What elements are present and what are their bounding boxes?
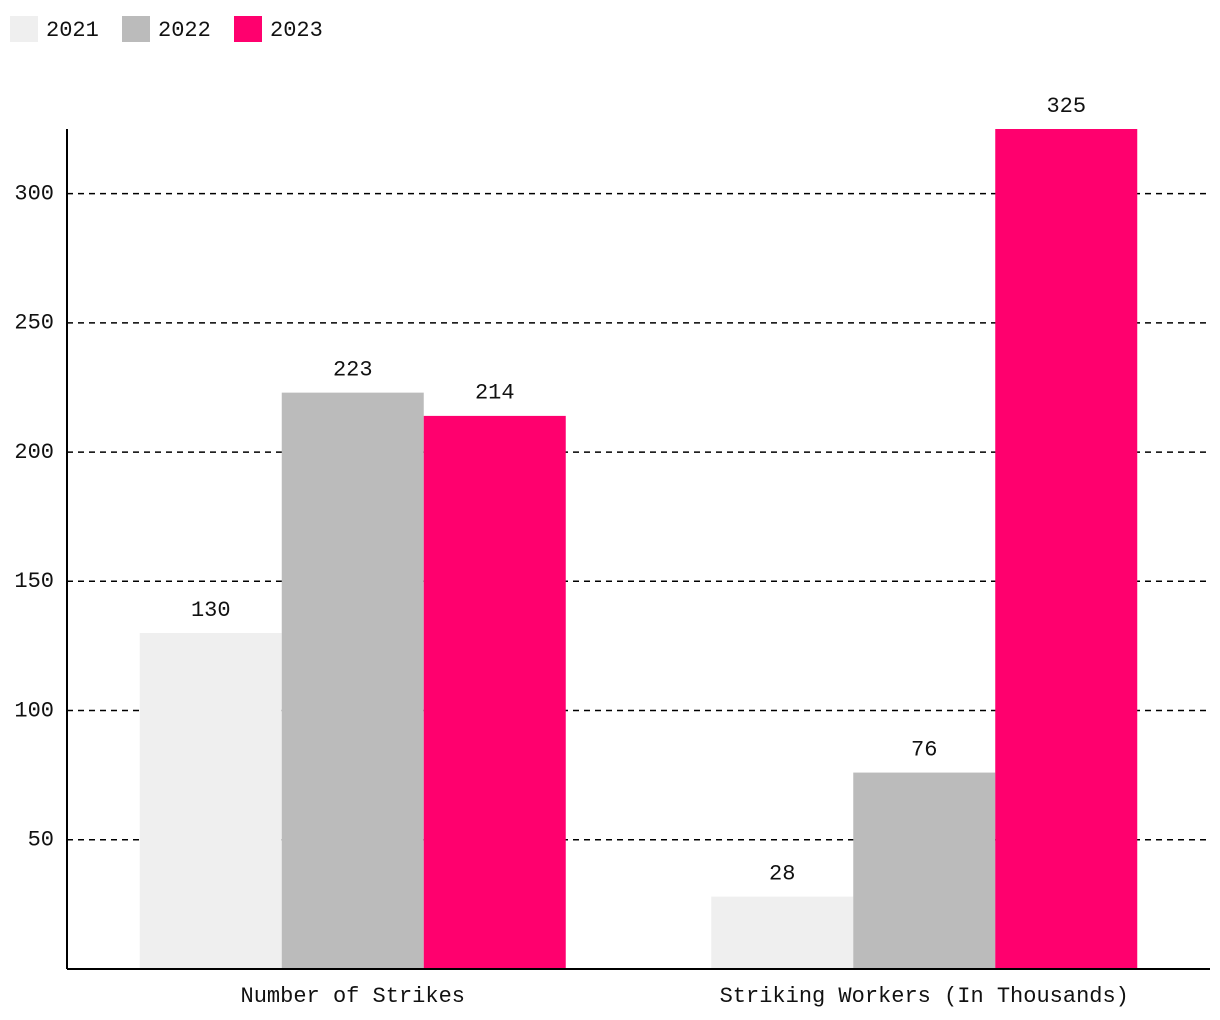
legend-label: 2021 [46, 18, 99, 43]
y-tick-label: 50 [28, 828, 54, 853]
legend-swatch [234, 16, 262, 42]
legend-label: 2022 [158, 18, 211, 43]
bar [995, 129, 1138, 969]
value-label: 325 [1046, 94, 1086, 119]
value-label: 28 [769, 861, 795, 886]
bar [281, 392, 424, 970]
x-tick-label: Striking Workers (In Thousands) [720, 984, 1129, 1009]
legend-swatch [122, 16, 150, 42]
y-tick-label: 200 [14, 440, 54, 465]
value-label: 214 [475, 381, 515, 406]
y-tick-label: 100 [14, 698, 54, 723]
y-tick-label: 300 [14, 181, 54, 206]
legend-label: 2023 [270, 18, 323, 43]
y-tick-label: 150 [14, 569, 54, 594]
bar [711, 896, 854, 969]
bar [139, 633, 282, 969]
value-label: 130 [191, 598, 231, 623]
bar [853, 772, 996, 969]
x-tick-label: Number of Strikes [241, 984, 465, 1009]
value-label: 76 [911, 737, 937, 762]
legend-swatch [10, 16, 38, 42]
value-label: 223 [333, 357, 373, 382]
y-tick-label: 250 [14, 311, 54, 336]
bar [423, 415, 566, 969]
